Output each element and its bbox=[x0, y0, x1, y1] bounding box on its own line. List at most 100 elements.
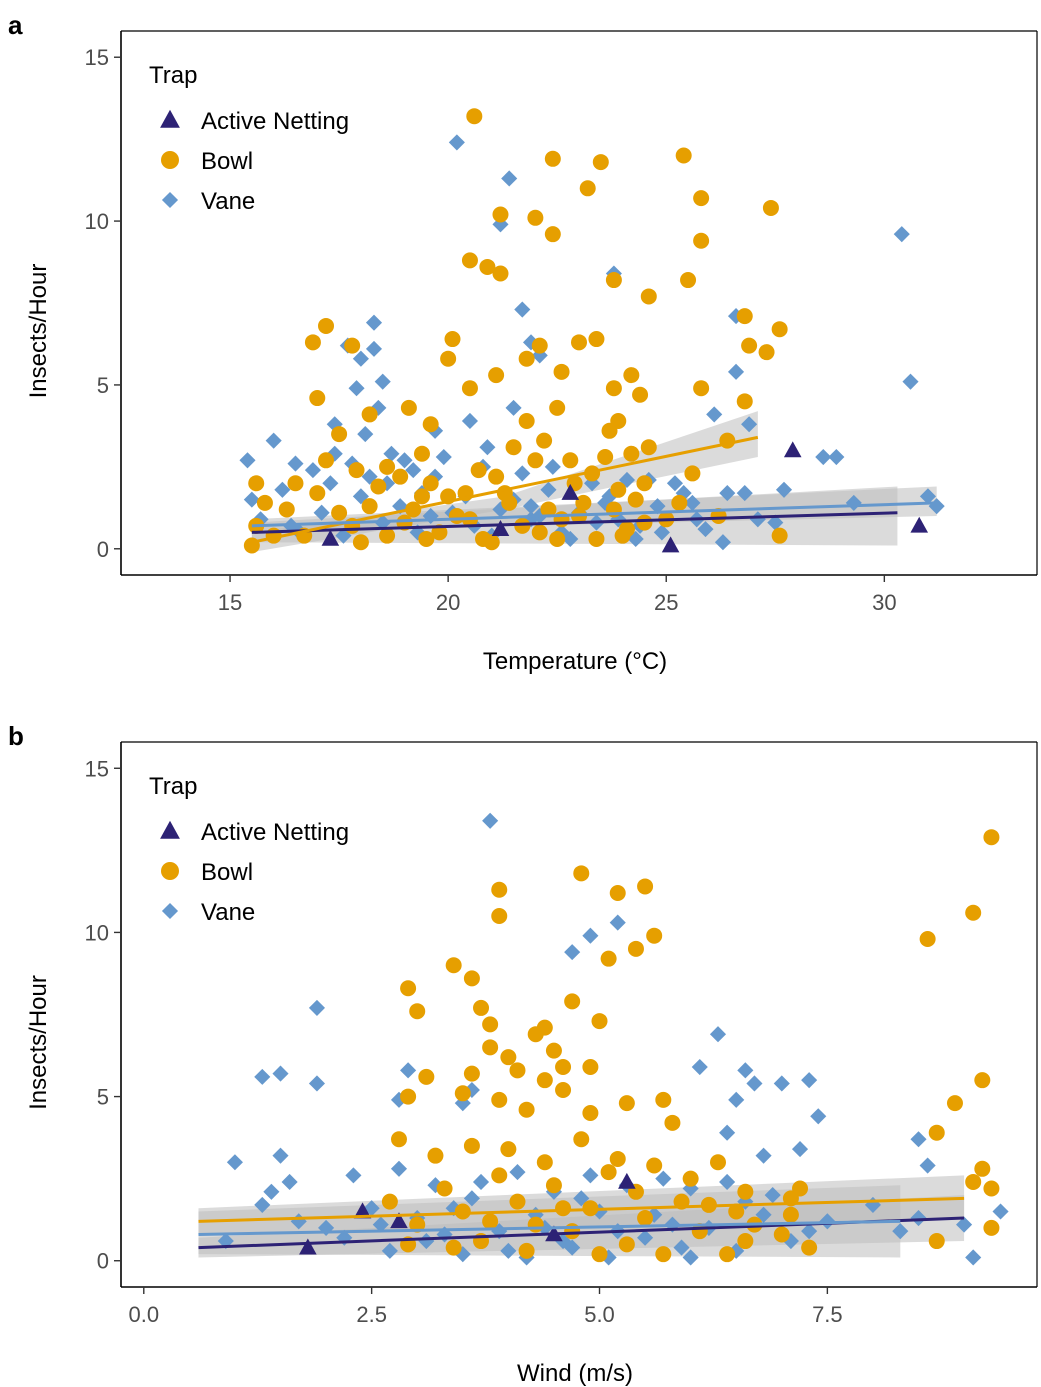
data-point bbox=[409, 1003, 426, 1020]
data-point bbox=[893, 226, 910, 243]
data-point bbox=[710, 508, 727, 525]
data-point bbox=[737, 1183, 754, 1200]
data-point bbox=[564, 1239, 581, 1256]
data-point bbox=[673, 1239, 690, 1256]
data-point bbox=[801, 1239, 818, 1256]
data-point bbox=[383, 445, 400, 462]
data-point bbox=[318, 317, 335, 334]
data-point bbox=[553, 363, 570, 380]
data-point bbox=[579, 180, 596, 197]
data-point bbox=[571, 334, 587, 351]
x-tick-label: 30 bbox=[872, 590, 896, 615]
data-point bbox=[536, 1072, 553, 1089]
data-point bbox=[562, 530, 579, 548]
data-point bbox=[755, 1147, 772, 1164]
data-point bbox=[287, 455, 304, 472]
data-point bbox=[422, 416, 439, 433]
data-point bbox=[427, 1147, 444, 1164]
data-point bbox=[601, 422, 618, 439]
data-point bbox=[536, 1154, 553, 1171]
data-point bbox=[545, 1177, 562, 1194]
data-point bbox=[392, 468, 409, 485]
data-point bbox=[600, 1164, 617, 1181]
data-point bbox=[491, 908, 508, 925]
trend-lines bbox=[251, 435, 937, 544]
legend-label: Vane bbox=[201, 188, 255, 215]
data-point bbox=[719, 1246, 736, 1263]
data-point bbox=[461, 412, 479, 430]
legend-label: Bowl bbox=[201, 148, 253, 175]
data-point bbox=[767, 514, 784, 531]
x-tick-label: 7.5 bbox=[812, 1302, 843, 1327]
data-point bbox=[600, 950, 617, 967]
data-point bbox=[682, 1249, 699, 1266]
data-point bbox=[671, 494, 688, 511]
data-point bbox=[741, 337, 758, 354]
data-point bbox=[473, 999, 490, 1016]
legend-key-circle bbox=[161, 151, 179, 169]
data-point bbox=[609, 885, 626, 902]
data-point bbox=[431, 524, 448, 541]
data-point bbox=[693, 190, 710, 207]
data-point bbox=[361, 406, 378, 423]
data-point bbox=[400, 980, 417, 997]
data-point bbox=[719, 1124, 736, 1141]
data-point bbox=[618, 1095, 635, 1112]
data-point bbox=[983, 1180, 1000, 1197]
legend-key-diamond bbox=[161, 191, 179, 209]
data-point bbox=[514, 465, 531, 482]
data-point bbox=[801, 1223, 818, 1240]
data-point bbox=[304, 462, 321, 479]
data-point bbox=[764, 1187, 781, 1204]
data-point bbox=[365, 314, 383, 331]
data-point bbox=[736, 393, 753, 410]
data-point bbox=[582, 1104, 599, 1121]
x-tick-label: 20 bbox=[436, 590, 460, 615]
data-point bbox=[649, 498, 666, 515]
data-point bbox=[390, 1160, 408, 1177]
data-point bbox=[479, 439, 496, 456]
data-point bbox=[482, 812, 499, 829]
legend-label: Active Netting bbox=[201, 108, 349, 135]
trend-line bbox=[198, 1196, 965, 1223]
y-tick-label: 5 bbox=[97, 373, 109, 398]
data-point bbox=[636, 475, 653, 492]
data-point bbox=[352, 534, 369, 551]
data-point bbox=[664, 1114, 681, 1131]
data-point bbox=[618, 1172, 636, 1189]
y-tick-label: 0 bbox=[97, 1249, 109, 1274]
data-point bbox=[254, 1196, 271, 1213]
data-point bbox=[737, 1233, 754, 1250]
data-point bbox=[331, 426, 348, 443]
data-point bbox=[326, 445, 343, 462]
data-point bbox=[592, 154, 609, 171]
data-point bbox=[910, 1210, 927, 1227]
data-point bbox=[379, 527, 396, 544]
data-point bbox=[655, 1246, 672, 1263]
data-point bbox=[500, 1242, 517, 1259]
data-point bbox=[357, 426, 374, 443]
data-point bbox=[400, 1062, 417, 1079]
trend-line bbox=[198, 1219, 901, 1236]
data-point bbox=[372, 1216, 389, 1233]
data-point bbox=[226, 1154, 243, 1171]
data-point bbox=[910, 516, 929, 533]
data-point bbox=[482, 1016, 499, 1033]
data-point bbox=[749, 511, 766, 528]
data-point bbox=[365, 340, 383, 357]
data-point bbox=[482, 1213, 499, 1230]
data-point bbox=[637, 878, 654, 895]
data-point bbox=[573, 865, 590, 882]
data-point bbox=[390, 1212, 408, 1229]
data-point bbox=[309, 390, 326, 407]
data-point bbox=[591, 1246, 608, 1263]
data-point bbox=[381, 1242, 398, 1259]
data-point bbox=[390, 1131, 407, 1148]
data-point bbox=[514, 517, 531, 534]
data-point bbox=[322, 475, 339, 492]
data-point bbox=[666, 475, 684, 492]
data-point bbox=[463, 970, 480, 987]
data-point bbox=[381, 1193, 398, 1210]
data-point bbox=[544, 150, 561, 167]
data-point bbox=[719, 1173, 736, 1190]
